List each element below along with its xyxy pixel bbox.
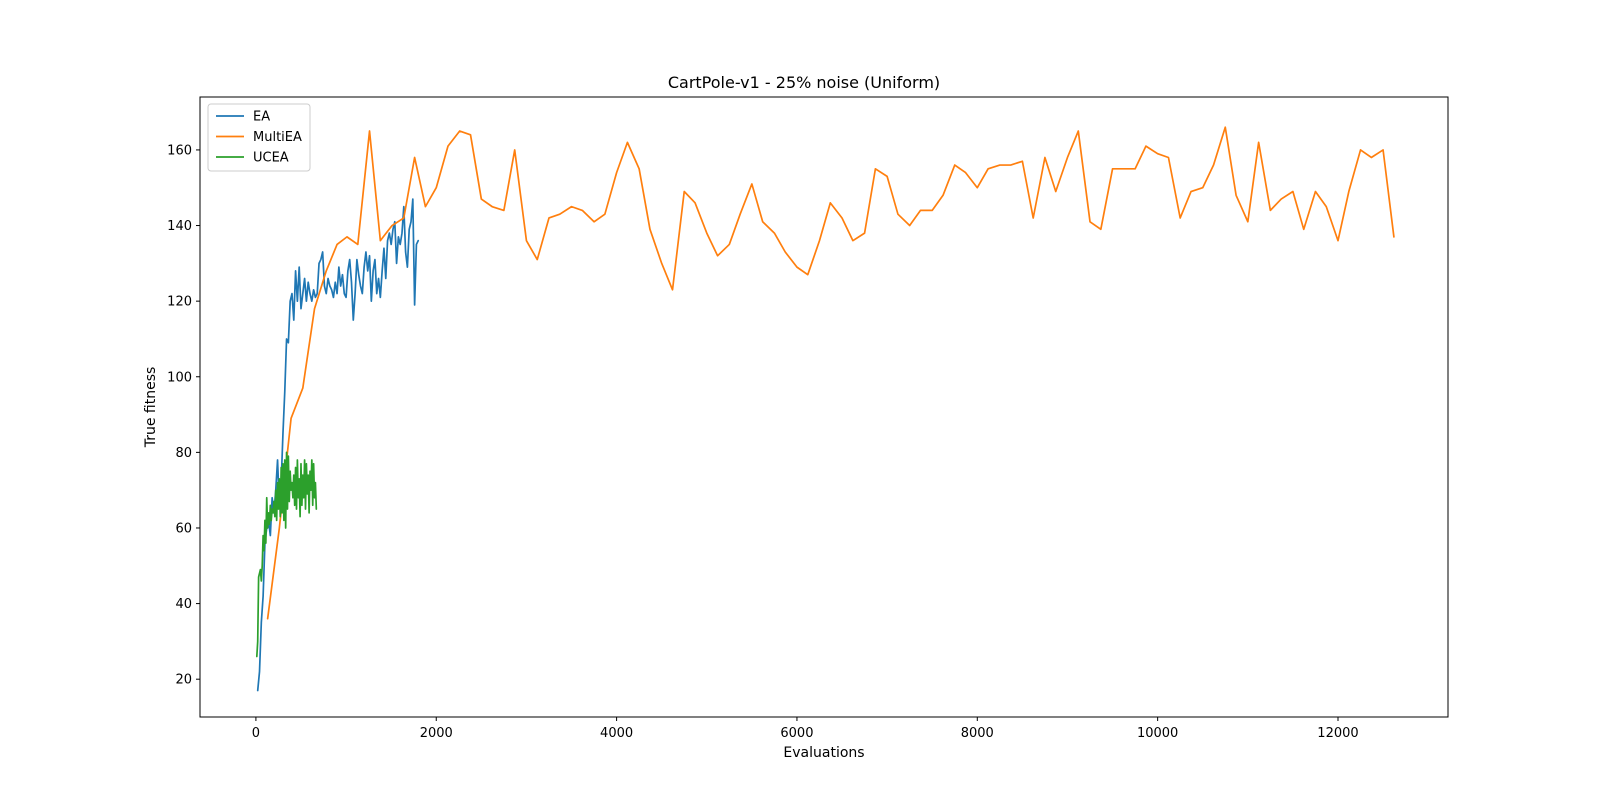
x-tick-label: 8000 (961, 726, 994, 741)
y-tick-label: 140 (167, 219, 192, 234)
chart-title: CartPole-v1 - 25% noise (Uniform) (668, 73, 940, 92)
x-tick-label: 4000 (600, 726, 633, 741)
x-tick-label: 6000 (780, 726, 813, 741)
x-tick-label: 10000 (1137, 726, 1178, 741)
y-tick-label: 20 (175, 673, 192, 688)
y-tick-label: 80 (175, 446, 192, 461)
x-axis-ticks: 0 2000 4000 6000 8000 10000 12000 (252, 717, 1359, 741)
y-tick-label: 40 (175, 597, 192, 612)
plot-area-frame (199, 96, 1449, 718)
y-axis-ticks: 20 40 60 80 100 120 140 160 (167, 143, 200, 688)
series-line-ucea (255, 451, 318, 658)
x-tick-label: 12000 (1317, 726, 1358, 741)
series-line-ea (256, 198, 420, 692)
legend-label-ea: EA (253, 110, 270, 125)
legend-box (207, 103, 311, 172)
x-tick-label: 0 (252, 726, 260, 741)
y-tick-label: 100 (167, 370, 192, 385)
legend-label-ucea: UCEA (253, 151, 289, 166)
y-tick-label: 160 (167, 143, 192, 158)
y-axis-title: True fitness (143, 367, 159, 449)
y-tick-label: 60 (175, 521, 192, 536)
y-tick-label: 120 (167, 295, 192, 310)
x-tick-label: 2000 (420, 726, 453, 741)
legend: EA MultiEA UCEA (207, 103, 311, 172)
x-axis-title: Evaluations (783, 745, 864, 761)
legend-label-multiea: MultiEA (253, 130, 302, 145)
series-layer (255, 126, 1395, 692)
series-line-multiea (266, 126, 1395, 620)
